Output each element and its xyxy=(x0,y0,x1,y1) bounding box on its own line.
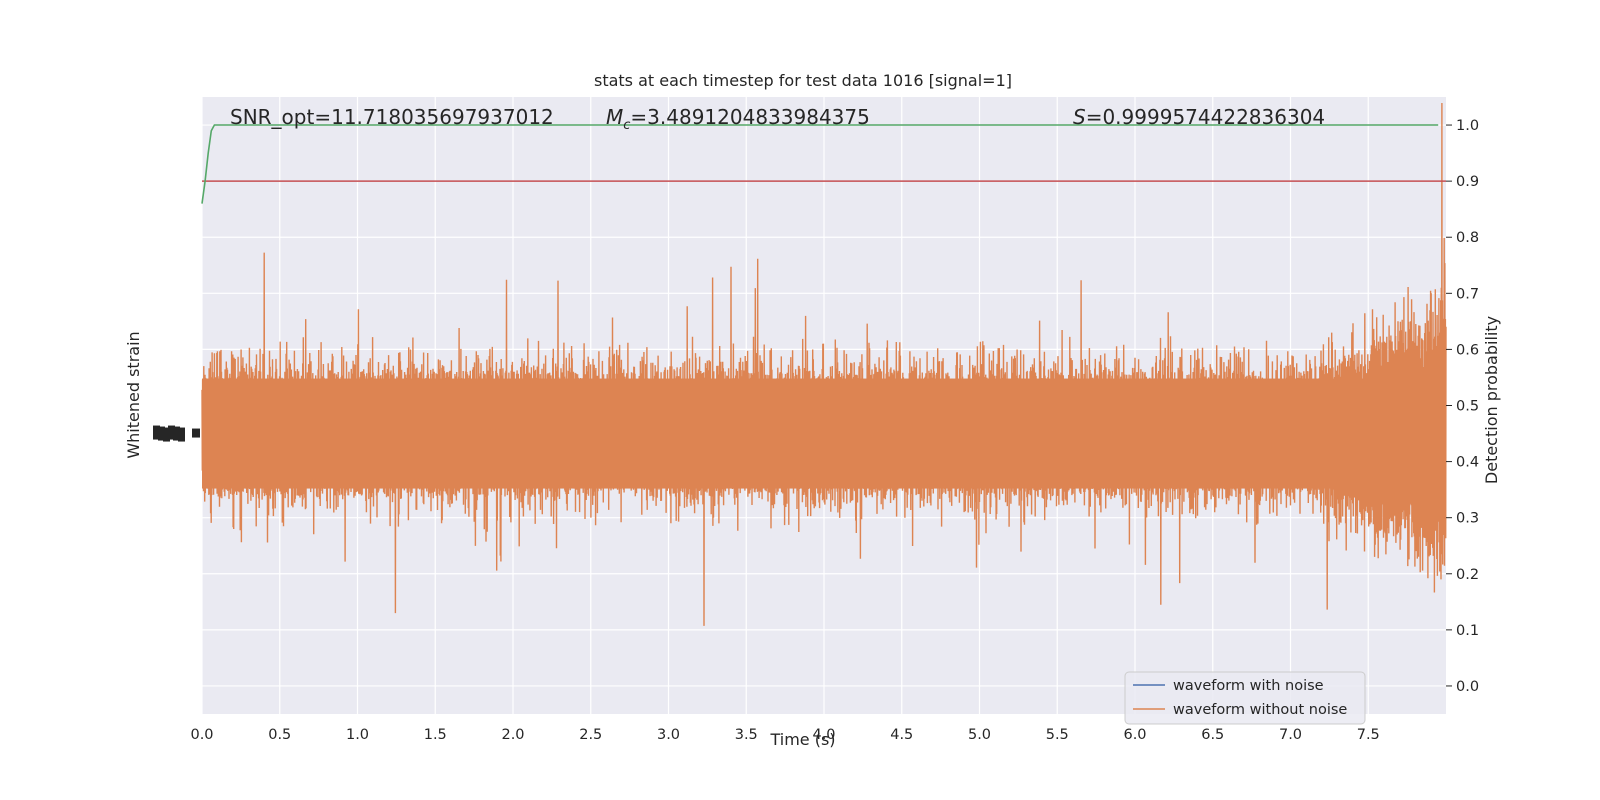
y-tick-label: 0.5 xyxy=(1456,399,1479,415)
s-value: =0.9999574422836304 xyxy=(1086,105,1325,129)
mc-annotation: Mc=3.4891204833984375 xyxy=(606,105,870,133)
right-axis-ticks: 0.0 0.1 0.2 0.3 0.4 0.5 0.6 0.7 0.8 0.9 1.0 xyxy=(1446,118,1479,695)
waveform-dense-core xyxy=(202,378,1446,489)
y-tick-label: 0.7 xyxy=(1456,286,1479,302)
y-tick-label: 0.3 xyxy=(1456,511,1479,527)
snr-prefix: SNR_opt= xyxy=(230,105,331,129)
y-tick-label: 0.0 xyxy=(1456,679,1479,695)
left-tick-glyph xyxy=(158,426,165,441)
s-annotation: S=0.9999574422836304 xyxy=(1073,105,1325,129)
chart-title: stats at each timestep for test data 101… xyxy=(594,71,1012,90)
y-tick-label: 0.2 xyxy=(1456,567,1479,583)
left-tick-glyph xyxy=(168,425,175,440)
x-tick-label: 1.5 xyxy=(424,727,447,743)
x-tick-label: 7.0 xyxy=(1279,727,1302,743)
y-tick-label: 0.4 xyxy=(1456,455,1479,471)
series-waveform-without-noise xyxy=(201,102,1447,626)
left-tick-glyph xyxy=(163,427,170,442)
x-tick-label: 4.0 xyxy=(812,727,835,743)
y-tick-label: 0.8 xyxy=(1456,230,1479,246)
x-axis-ticks: 0.0 0.5 1.0 1.5 2.0 2.5 3.0 3.5 4.0 4.5 5.0 5.5 6.0 6… xyxy=(190,727,1379,743)
y-tick-label: 0.1 xyxy=(1456,623,1479,639)
right-axis-label: Detection probability xyxy=(1482,316,1501,484)
x-tick-label: 6.5 xyxy=(1201,727,1224,743)
left-axis-label: Whitened strain xyxy=(124,331,143,458)
mc-subscript: c xyxy=(623,118,630,133)
s-symbol: S xyxy=(1073,105,1086,129)
x-tick-label: 5.0 xyxy=(968,727,991,743)
x-tick-label: 6.0 xyxy=(1123,727,1146,743)
x-tick-label: 0.5 xyxy=(268,727,291,743)
x-tick-label: 2.0 xyxy=(501,727,524,743)
left-axis-tick-labels xyxy=(153,425,200,442)
left-tick-glyph xyxy=(192,428,200,438)
left-tick-glyph xyxy=(178,427,185,442)
x-tick-label: 3.5 xyxy=(735,727,758,743)
y-tick-label: 0.9 xyxy=(1456,174,1479,190)
mc-symbol: M xyxy=(606,105,623,129)
x-tick-label: 2.5 xyxy=(579,727,602,743)
mc-value: =3.4891204833984375 xyxy=(630,105,869,129)
snr-annotation: SNR_opt=11.718035697937012 xyxy=(230,105,554,129)
x-tick-label: 4.5 xyxy=(890,727,913,743)
y-tick-label: 1.0 xyxy=(1456,118,1479,134)
legend-label-noisy: waveform with noise xyxy=(1173,678,1324,694)
legend-box xyxy=(1124,671,1366,725)
snr-value: 11.718035697937012 xyxy=(331,105,554,129)
x-axis-label: Time (s) xyxy=(769,730,835,749)
x-tick-label: 7.5 xyxy=(1357,727,1380,743)
left-tick-glyph xyxy=(153,425,160,440)
detection-probability-line xyxy=(201,124,1439,204)
left-tick-glyph xyxy=(173,426,180,441)
y-tick-label: 0.6 xyxy=(1456,342,1479,358)
x-tick-label: 0.0 xyxy=(190,727,213,743)
x-tick-label: 5.5 xyxy=(1046,727,1069,743)
legend: waveform with noise waveform without noi… xyxy=(1124,671,1366,725)
x-tick-label: 3.0 xyxy=(657,727,680,743)
x-tick-label: 1.0 xyxy=(346,727,369,743)
legend-label-clean: waveform without noise xyxy=(1173,702,1347,718)
